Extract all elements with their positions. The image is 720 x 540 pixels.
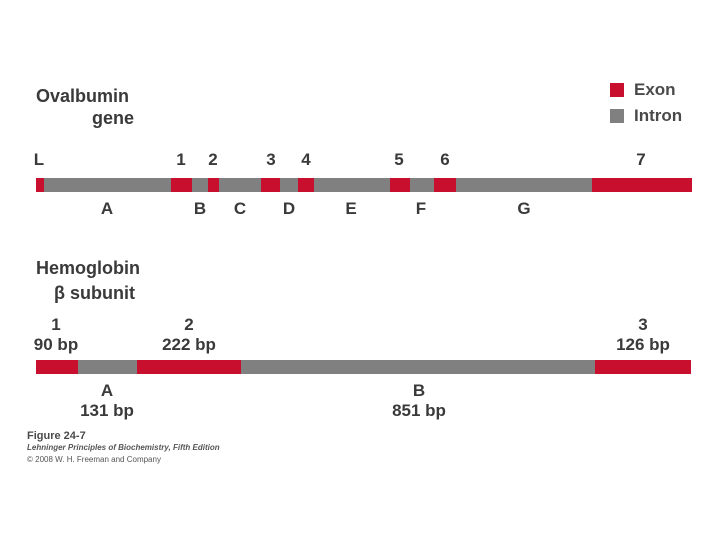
ovalbumin-exon-1 (171, 178, 192, 192)
hemoglobin-exon-label-1: 1 90 bp (34, 315, 78, 355)
copyright-line: © 2008 W. H. Freeman and Company (27, 455, 161, 464)
ovalbumin-intron-label-B: B (193, 199, 207, 218)
ovalbumin-intron-B (192, 178, 208, 192)
ovalbumin-title: Ovalbumin gene (36, 85, 134, 129)
ovalbumin-exon-label-L: L (33, 150, 45, 169)
exon-legend-swatch (610, 83, 624, 97)
hemoglobin-exon-1-number: 1 (51, 315, 61, 334)
ovalbumin-exon-5 (390, 178, 410, 192)
ovalbumin-intron-E (314, 178, 390, 192)
ovalbumin-exon-2 (208, 178, 219, 192)
intron-legend-label: Intron (634, 106, 683, 125)
hemoglobin-intron-B-name: B (412, 381, 426, 400)
hemoglobin-exon-3-number: 3 (638, 315, 648, 334)
hemoglobin-intron-label-A: A 131 bp (80, 381, 134, 421)
exon-legend-label: Exon (634, 80, 676, 99)
hemoglobin-exon-2 (137, 360, 241, 374)
ovalbumin-intron-label-C: C (233, 199, 247, 218)
hemoglobin-intron-label-B: B 851 bp (392, 381, 446, 421)
ovalbumin-exon-4 (298, 178, 314, 192)
ovalbumin-intron-label-F: F (415, 199, 427, 218)
ovalbumin-exon-label-4: 4 (301, 150, 311, 169)
hemoglobin-exon-label-3: 3 126 bp (616, 315, 670, 355)
ovalbumin-exon-label-1: 1 (176, 150, 186, 169)
ovalbumin-exon-L (36, 178, 44, 192)
hemoglobin-intron-B (241, 360, 595, 374)
ovalbumin-intron-A (44, 178, 171, 192)
ovalbumin-exon-label-6: 6 (440, 150, 450, 169)
ovalbumin-intron-label-A: A (100, 199, 114, 218)
ovalbumin-intron-D (280, 178, 298, 192)
ovalbumin-exon-6 (434, 178, 456, 192)
ovalbumin-intron-F (410, 178, 434, 192)
hemoglobin-exon-3 (595, 360, 691, 374)
hemoglobin-title-line1: Hemoglobin (36, 258, 140, 278)
intron-legend-swatch (610, 109, 624, 123)
hemoglobin-intron-B-size: 851 bp (392, 401, 446, 420)
ovalbumin-intron-G (456, 178, 592, 192)
hemoglobin-exon-1-size: 90 bp (33, 335, 79, 354)
ovalbumin-intron-label-G: G (517, 199, 531, 218)
ovalbumin-intron-label-D: D (282, 199, 296, 218)
hemoglobin-intron-A-name: A (100, 381, 114, 400)
book-title: Lehninger Principles of Biochemistry, Fi… (27, 443, 220, 452)
hemoglobin-intron-A (78, 360, 137, 374)
ovalbumin-title-line2: gene (92, 108, 135, 128)
ovalbumin-exon-3 (261, 178, 280, 192)
ovalbumin-intron-C (219, 178, 261, 192)
hemoglobin-exon-1 (36, 360, 78, 374)
ovalbumin-exon-7 (592, 178, 692, 192)
hemoglobin-exon-3-size: 126 bp (616, 335, 670, 354)
hemoglobin-title-line2: β subunit (54, 283, 135, 303)
hemoglobin-exon-label-2: 2 222 bp (162, 315, 216, 355)
ovalbumin-exon-label-5: 5 (394, 150, 404, 169)
ovalbumin-title-line1: Ovalbumin (36, 86, 130, 106)
hemoglobin-intron-A-size: 131 bp (80, 401, 134, 420)
ovalbumin-exon-label-3: 3 (266, 150, 276, 169)
figure-number: Figure 24-7 (27, 430, 86, 442)
hemoglobin-title: Hemoglobin β subunit (36, 257, 140, 304)
ovalbumin-intron-label-E: E (345, 199, 357, 218)
hemoglobin-exon-2-number: 2 (184, 315, 194, 334)
ovalbumin-exon-label-7: 7 (636, 150, 646, 169)
hemoglobin-exon-2-size: 222 bp (162, 335, 216, 354)
ovalbumin-exon-label-2: 2 (208, 150, 218, 169)
